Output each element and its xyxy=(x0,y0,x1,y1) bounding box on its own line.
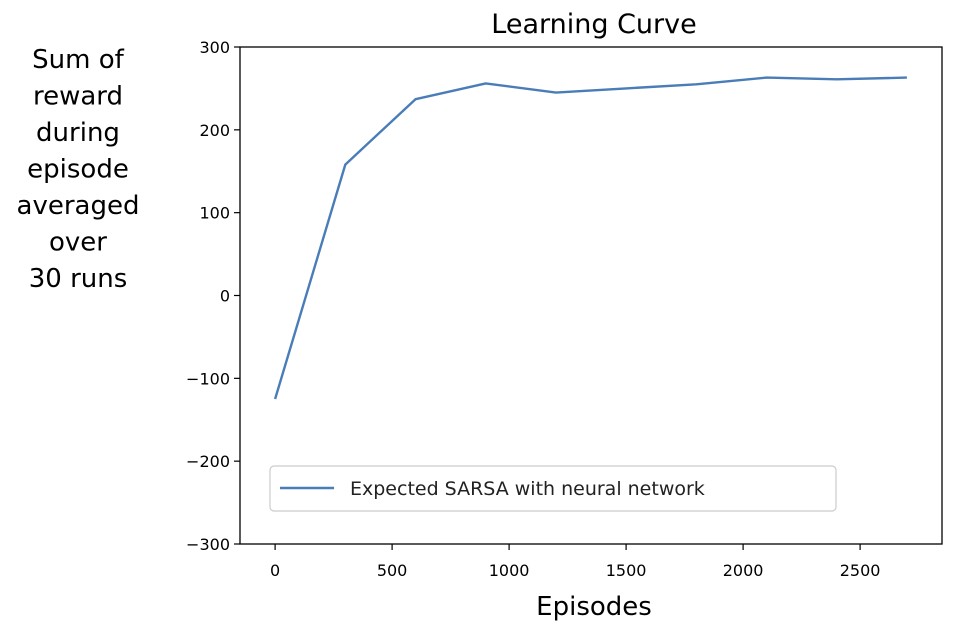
y-tick-label: 200 xyxy=(199,121,230,140)
y-tick-label: −100 xyxy=(186,369,230,388)
axis-ticks: 0 500 1000 1500 2000 2500 −300 −200 −100 0 100 200 3… xyxy=(186,38,880,580)
y-axis-label: Sum of reward during episode averaged over 30 … xyxy=(17,45,140,294)
y-tick-label: 300 xyxy=(199,38,230,57)
x-tick-label: 1000 xyxy=(489,561,530,580)
legend-box xyxy=(269,465,837,512)
y-axis-label-line: during xyxy=(36,118,120,148)
y-axis-label-line: over xyxy=(49,228,107,258)
y-tick-label: −200 xyxy=(186,452,230,471)
series-line xyxy=(273,76,907,400)
x-tick-label: 2500 xyxy=(840,561,881,580)
y-tick-label: 100 xyxy=(199,204,230,223)
y-axis-label-line: Sum of xyxy=(32,45,124,75)
x-tick-label: 0 xyxy=(270,561,280,580)
y-axis-label-line: 30 runs xyxy=(29,264,128,294)
x-tick-label: 2000 xyxy=(723,561,764,580)
x-tick-label: 500 xyxy=(377,561,408,580)
legend-label: Expected SARSA with neural network xyxy=(350,478,705,500)
y-axis-label-line: episode xyxy=(27,155,129,185)
y-axis-label-line: reward xyxy=(33,82,123,112)
x-axis-label: Episodes xyxy=(536,592,652,622)
x-tick-label: 1500 xyxy=(606,561,647,580)
y-tick-label: −300 xyxy=(186,535,230,554)
series-lines xyxy=(273,76,907,400)
legend: Expected SARSA with neural network xyxy=(269,465,837,512)
y-tick-label: 0 xyxy=(220,287,230,306)
chart-title: Learning Curve xyxy=(491,9,696,40)
y-axis-label-line: averaged xyxy=(17,191,140,221)
